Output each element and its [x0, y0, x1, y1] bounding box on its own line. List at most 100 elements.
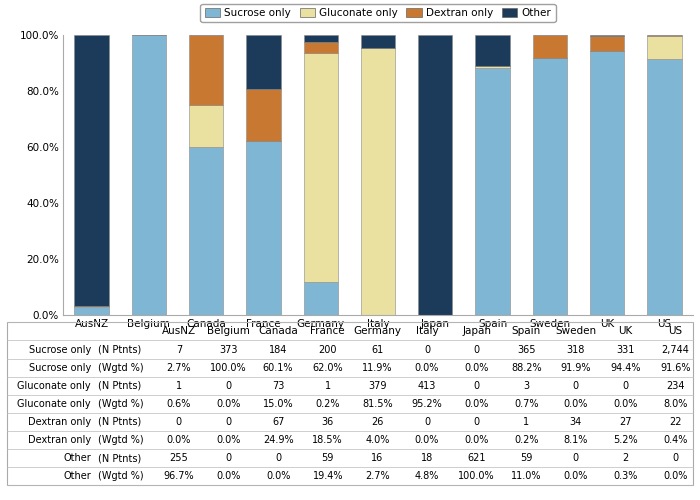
- Text: 2.7%: 2.7%: [365, 471, 390, 481]
- Bar: [648, 35, 682, 36]
- Text: 0.2%: 0.2%: [514, 435, 538, 445]
- Text: 8.0%: 8.0%: [663, 399, 687, 409]
- Text: 2.7%: 2.7%: [167, 362, 191, 372]
- Text: (N Ptnts): (N Ptnts): [98, 417, 141, 427]
- Text: 0: 0: [225, 453, 232, 463]
- Text: AusNZ: AusNZ: [162, 326, 196, 336]
- Bar: [360, 35, 395, 48]
- Text: Dextran only: Dextran only: [28, 435, 91, 445]
- Text: 0.0%: 0.0%: [216, 399, 241, 409]
- Text: 94.4%: 94.4%: [610, 362, 640, 372]
- Text: France: France: [310, 326, 345, 336]
- Text: 0.3%: 0.3%: [613, 471, 638, 481]
- Text: US: US: [668, 326, 682, 336]
- Text: 18.5%: 18.5%: [312, 435, 343, 445]
- Text: 0: 0: [474, 344, 480, 354]
- Text: 0.0%: 0.0%: [464, 435, 489, 445]
- Text: Other: Other: [63, 453, 91, 463]
- Bar: [74, 308, 108, 315]
- Bar: [475, 34, 510, 66]
- Text: 67: 67: [272, 417, 284, 427]
- Bar: [246, 34, 281, 89]
- Text: Sweden: Sweden: [555, 326, 596, 336]
- Text: 91.9%: 91.9%: [561, 362, 592, 372]
- Text: 100.0%: 100.0%: [458, 471, 495, 481]
- Bar: [360, 48, 395, 315]
- Text: 0.2%: 0.2%: [316, 399, 340, 409]
- Text: Germany: Germany: [354, 326, 401, 336]
- Text: (Wgtd %): (Wgtd %): [98, 435, 144, 445]
- Text: 0.0%: 0.0%: [415, 362, 439, 372]
- Text: 91.6%: 91.6%: [660, 362, 690, 372]
- Text: 100.0%: 100.0%: [210, 362, 247, 372]
- Text: 95.2%: 95.2%: [412, 399, 442, 409]
- Bar: [189, 146, 223, 315]
- Text: 11.9%: 11.9%: [362, 362, 393, 372]
- Text: 0: 0: [225, 380, 232, 390]
- Bar: [304, 34, 338, 42]
- Text: 0.0%: 0.0%: [266, 471, 290, 481]
- Text: 73: 73: [272, 380, 284, 390]
- Bar: [590, 36, 624, 51]
- Text: 365: 365: [517, 344, 536, 354]
- Text: 0.0%: 0.0%: [415, 435, 439, 445]
- Text: 0: 0: [424, 417, 430, 427]
- Text: 331: 331: [617, 344, 635, 354]
- Bar: [74, 35, 108, 306]
- Text: (Wgtd %): (Wgtd %): [98, 362, 144, 372]
- Text: 0: 0: [672, 453, 678, 463]
- Text: 24.9%: 24.9%: [262, 435, 293, 445]
- Text: 0.0%: 0.0%: [216, 435, 241, 445]
- Text: Spain: Spain: [512, 326, 541, 336]
- Text: 0: 0: [474, 380, 480, 390]
- Text: 0.0%: 0.0%: [216, 471, 241, 481]
- Text: 0: 0: [225, 417, 232, 427]
- Text: 0: 0: [622, 380, 629, 390]
- Text: 621: 621: [468, 453, 486, 463]
- Bar: [189, 35, 223, 104]
- Text: 318: 318: [567, 344, 585, 354]
- Text: 0.7%: 0.7%: [514, 399, 538, 409]
- Bar: [648, 36, 682, 59]
- Text: Canada: Canada: [258, 326, 298, 336]
- Text: 234: 234: [666, 380, 685, 390]
- Text: (Wgtd %): (Wgtd %): [98, 471, 144, 481]
- Text: 3: 3: [523, 380, 529, 390]
- Bar: [648, 58, 682, 315]
- Text: 0.0%: 0.0%: [663, 471, 687, 481]
- Text: 26: 26: [371, 417, 384, 427]
- Text: 0: 0: [176, 417, 182, 427]
- Text: 0.0%: 0.0%: [564, 399, 588, 409]
- Text: 16: 16: [371, 453, 384, 463]
- Bar: [475, 66, 510, 68]
- Text: 5.2%: 5.2%: [613, 435, 638, 445]
- Bar: [246, 89, 281, 141]
- Text: 2,744: 2,744: [662, 344, 689, 354]
- Text: 96.7%: 96.7%: [164, 471, 194, 481]
- Text: Gluconate only: Gluconate only: [18, 399, 91, 409]
- Text: 373: 373: [219, 344, 238, 354]
- Bar: [246, 142, 281, 315]
- Legend: Sucrose only, Gluconate only, Dextran only, Other: Sucrose only, Gluconate only, Dextran on…: [200, 4, 556, 22]
- Text: 0.0%: 0.0%: [613, 399, 638, 409]
- Text: 34: 34: [570, 417, 582, 427]
- Text: 0: 0: [474, 417, 480, 427]
- Text: Gluconate only: Gluconate only: [18, 380, 91, 390]
- Text: 15.0%: 15.0%: [262, 399, 293, 409]
- Bar: [132, 35, 166, 315]
- Text: UK: UK: [618, 326, 633, 336]
- Text: 36: 36: [321, 417, 334, 427]
- Bar: [74, 306, 108, 308]
- Text: Belgium: Belgium: [207, 326, 250, 336]
- Text: 0: 0: [424, 344, 430, 354]
- Bar: [246, 141, 281, 142]
- Text: 1: 1: [523, 417, 529, 427]
- Bar: [590, 50, 624, 315]
- Text: Italy: Italy: [416, 326, 438, 336]
- Text: Other: Other: [63, 471, 91, 481]
- Text: 0: 0: [275, 453, 281, 463]
- Text: 184: 184: [269, 344, 287, 354]
- Text: (N Ptnts): (N Ptnts): [98, 344, 141, 354]
- Text: 19.4%: 19.4%: [312, 471, 343, 481]
- Text: 59: 59: [520, 453, 533, 463]
